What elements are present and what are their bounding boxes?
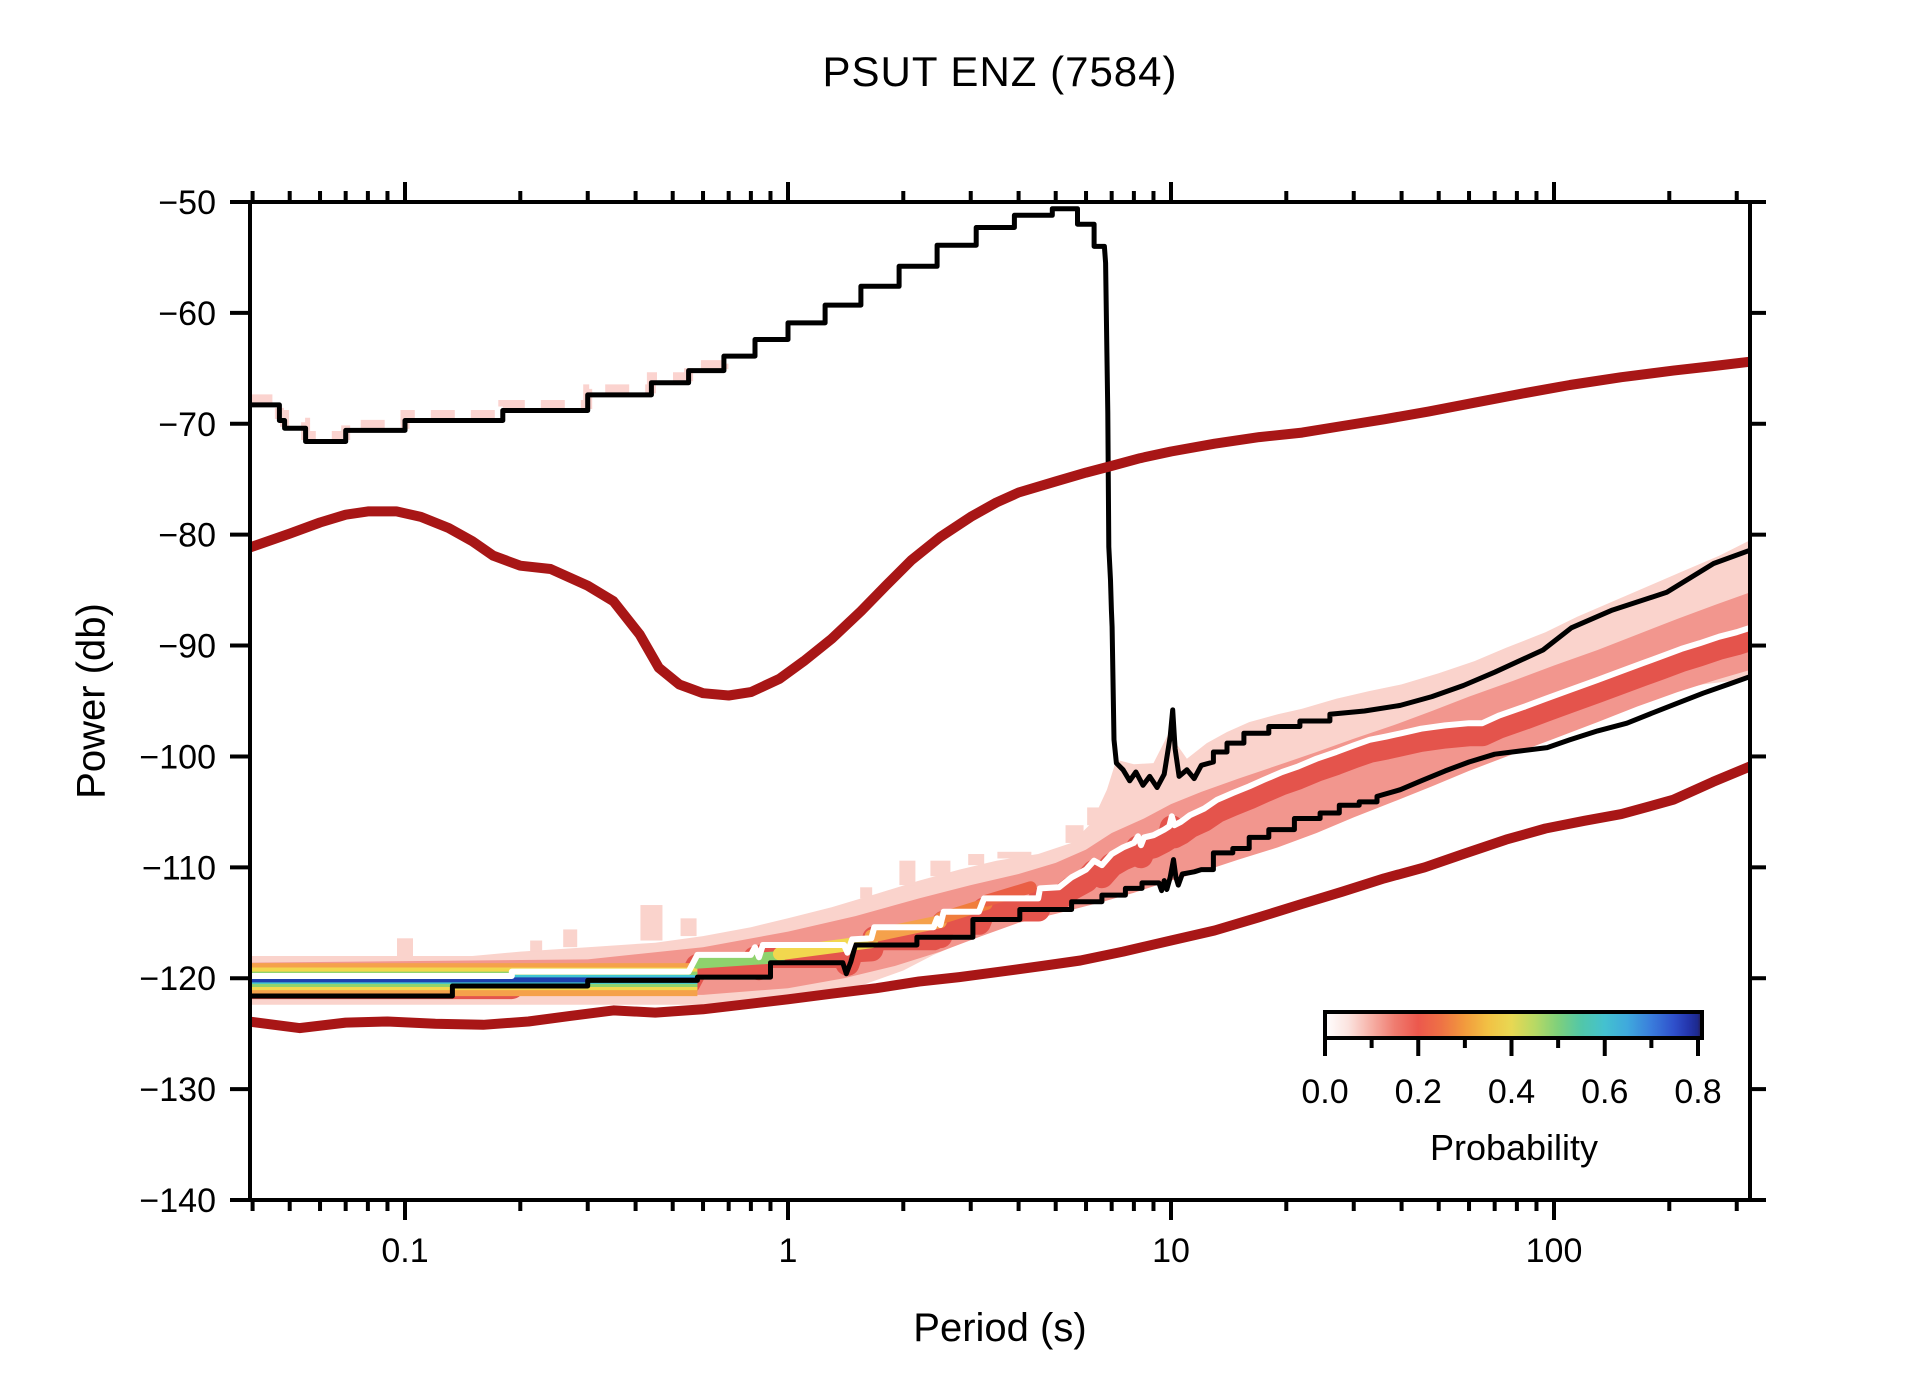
- colorbar-tick-label: 0.6: [1581, 1073, 1628, 1111]
- chart-title: PSUT ENZ (7584): [822, 48, 1178, 95]
- y-tick-label: −110: [142, 849, 216, 887]
- x-axis-label: Period (s): [913, 1306, 1087, 1350]
- colorbar-tick-label: 0.2: [1395, 1073, 1442, 1111]
- mode-line-curve: [250, 624, 1750, 979]
- colorbar: 0.0 0.2 0.4 0.6 0.8: [1301, 1010, 1722, 1111]
- y-tick-label: −80: [158, 517, 216, 555]
- y-tick-label: −90: [158, 628, 216, 666]
- x-tick-label: 10: [1152, 1232, 1190, 1270]
- plot-frame: [248, 200, 1752, 1202]
- colorbar-gradient: [1323, 1010, 1704, 1040]
- colorbar-tick-label: 0.4: [1488, 1073, 1535, 1111]
- max-envelope-curve: [250, 206, 1750, 790]
- low-noise-model-curve: [250, 761, 1750, 1034]
- y-tick-label: −50: [158, 184, 216, 222]
- curves: [250, 206, 1750, 1034]
- y-axis-label: Power (db): [69, 603, 114, 799]
- y-tick-label: −60: [158, 295, 216, 333]
- colorbar-tick-label: 0.0: [1301, 1073, 1348, 1111]
- y-tick-label: −140: [139, 1182, 216, 1220]
- y-tick-label: −120: [139, 960, 216, 998]
- pdf-cloud: [250, 350, 1750, 1005]
- x-tick-label: 0.1: [381, 1232, 428, 1270]
- colorbar-label: Probability: [1429, 1127, 1599, 1168]
- colorbar-tick-label: 0.8: [1674, 1073, 1721, 1111]
- y-tick-label: −100: [139, 738, 216, 776]
- x-tick-label: 100: [1526, 1232, 1583, 1270]
- axes: 0.1 1 10 100 −50 −60 −70 −80 −90 −100 −110 −120 −130…: [139, 182, 1766, 1270]
- x-tick-label: 1: [779, 1232, 798, 1270]
- high-noise-model-curve: [250, 356, 1750, 701]
- min-envelope-curve: [250, 674, 1750, 999]
- y-tick-label: −70: [158, 406, 216, 444]
- y-tick-label: −130: [139, 1071, 216, 1109]
